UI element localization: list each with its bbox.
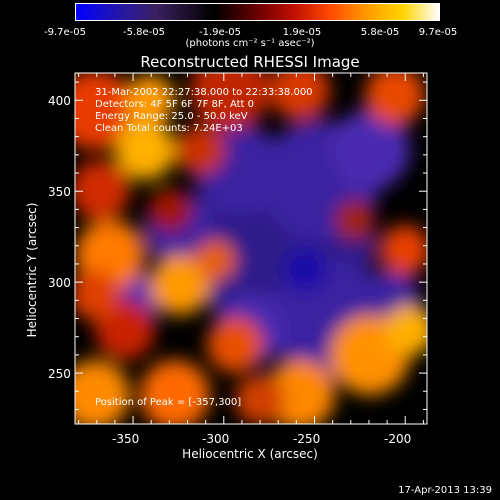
x-axis-label: Heliocentric X (arcsec) bbox=[182, 447, 318, 461]
annotation-time: 31-Mar-2002 22:27:38.000 to 22:33:38.000 bbox=[95, 87, 313, 98]
y-axis-label: Heliocentric Y (arcsec) bbox=[25, 202, 39, 338]
heatmap-region bbox=[207, 317, 263, 373]
colorbar-units: (photons cm⁻² s⁻¹ asec⁻²) bbox=[185, 38, 315, 49]
colorbar bbox=[75, 3, 440, 21]
heatmap-region bbox=[75, 360, 130, 424]
heatmap-region bbox=[75, 270, 120, 320]
y-tick-label: 400 bbox=[48, 94, 71, 108]
colorbar-ticks: -9.7e-05 -5.8e-05 -1.9e-05 1.9e-05 5.8e-… bbox=[40, 27, 470, 41]
annotation-energy: Energy Range: 25.0 - 50.0 keV bbox=[95, 111, 248, 122]
heatmap-region bbox=[125, 75, 175, 125]
x-tick-label: -300 bbox=[202, 432, 230, 446]
heatmap-region bbox=[175, 125, 225, 175]
heatmap-image bbox=[75, 73, 427, 424]
x-tick-label: -250 bbox=[293, 432, 321, 446]
colorbar-tick: 9.7e-05 bbox=[418, 27, 458, 38]
annotation-detectors: Detectors: 4F 5F 6F 7F 8F, Att 0 bbox=[95, 99, 255, 110]
colorbar-tick: -9.7e-05 bbox=[44, 27, 86, 38]
colorbar-tick: -5.8e-05 bbox=[123, 27, 165, 38]
heatmap-region bbox=[148, 188, 192, 232]
heatmap-region bbox=[195, 240, 235, 280]
peak-position-label: Position of Peak = [-357,300] bbox=[95, 397, 242, 408]
heatmap-region bbox=[140, 360, 210, 424]
heatmap-region bbox=[150, 255, 210, 315]
heatmap-region bbox=[75, 73, 135, 150]
x-tick-label: -350 bbox=[112, 432, 140, 446]
heatmap-region bbox=[75, 160, 130, 220]
heatmap-region bbox=[335, 200, 375, 240]
annotation-counts: Clean Total counts: 7.24E+03 bbox=[95, 123, 243, 134]
heatmap-region bbox=[380, 225, 427, 275]
heatmap-region bbox=[115, 120, 175, 180]
chart-title: Reconstructed RHESSI Image bbox=[140, 53, 360, 71]
heatmap-region bbox=[235, 375, 285, 424]
heatmap-region bbox=[365, 73, 425, 125]
colorbar-tick: 1.9e-05 bbox=[282, 27, 322, 38]
y-tick-label: 300 bbox=[48, 276, 71, 290]
heatmap-region bbox=[190, 73, 270, 130]
plot-frame bbox=[74, 72, 428, 425]
y-tick-label: 350 bbox=[48, 185, 71, 199]
heatmap-region bbox=[330, 110, 410, 190]
heatmap-region bbox=[270, 73, 330, 120]
date-stamp: 17-Apr-2013 13:39 bbox=[398, 485, 492, 496]
heatmap-region bbox=[385, 305, 427, 355]
y-tick-label: 250 bbox=[48, 367, 71, 381]
heatmap-region bbox=[283, 248, 327, 292]
colorbar-tick: 5.8e-05 bbox=[360, 27, 400, 38]
colorbar-tick: -1.9e-05 bbox=[199, 27, 241, 38]
x-tick-label: -200 bbox=[384, 432, 412, 446]
